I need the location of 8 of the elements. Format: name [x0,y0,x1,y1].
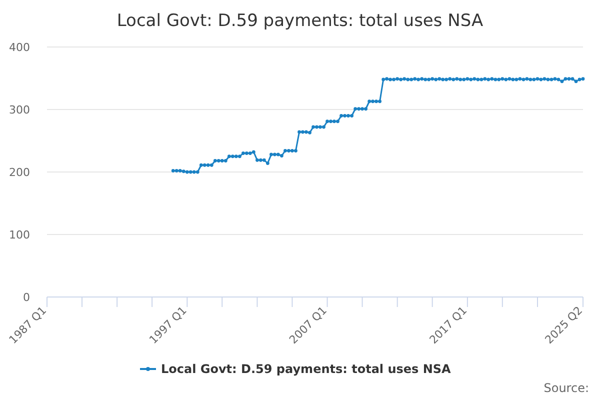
y-tick-label: 0 [23,291,30,304]
y-tick-label: 100 [9,228,30,242]
y-tick-label: 200 [9,166,30,179]
source-note: Source: [544,381,589,395]
legend-label: Local Govt: D.59 payments: total uses NSA [161,362,452,376]
y-tick-label: 300 [9,104,30,116]
chart-title: Local Govt: D.59 payments: total uses NSA [116,11,484,31]
y-tick-label: 400 [9,41,30,54]
